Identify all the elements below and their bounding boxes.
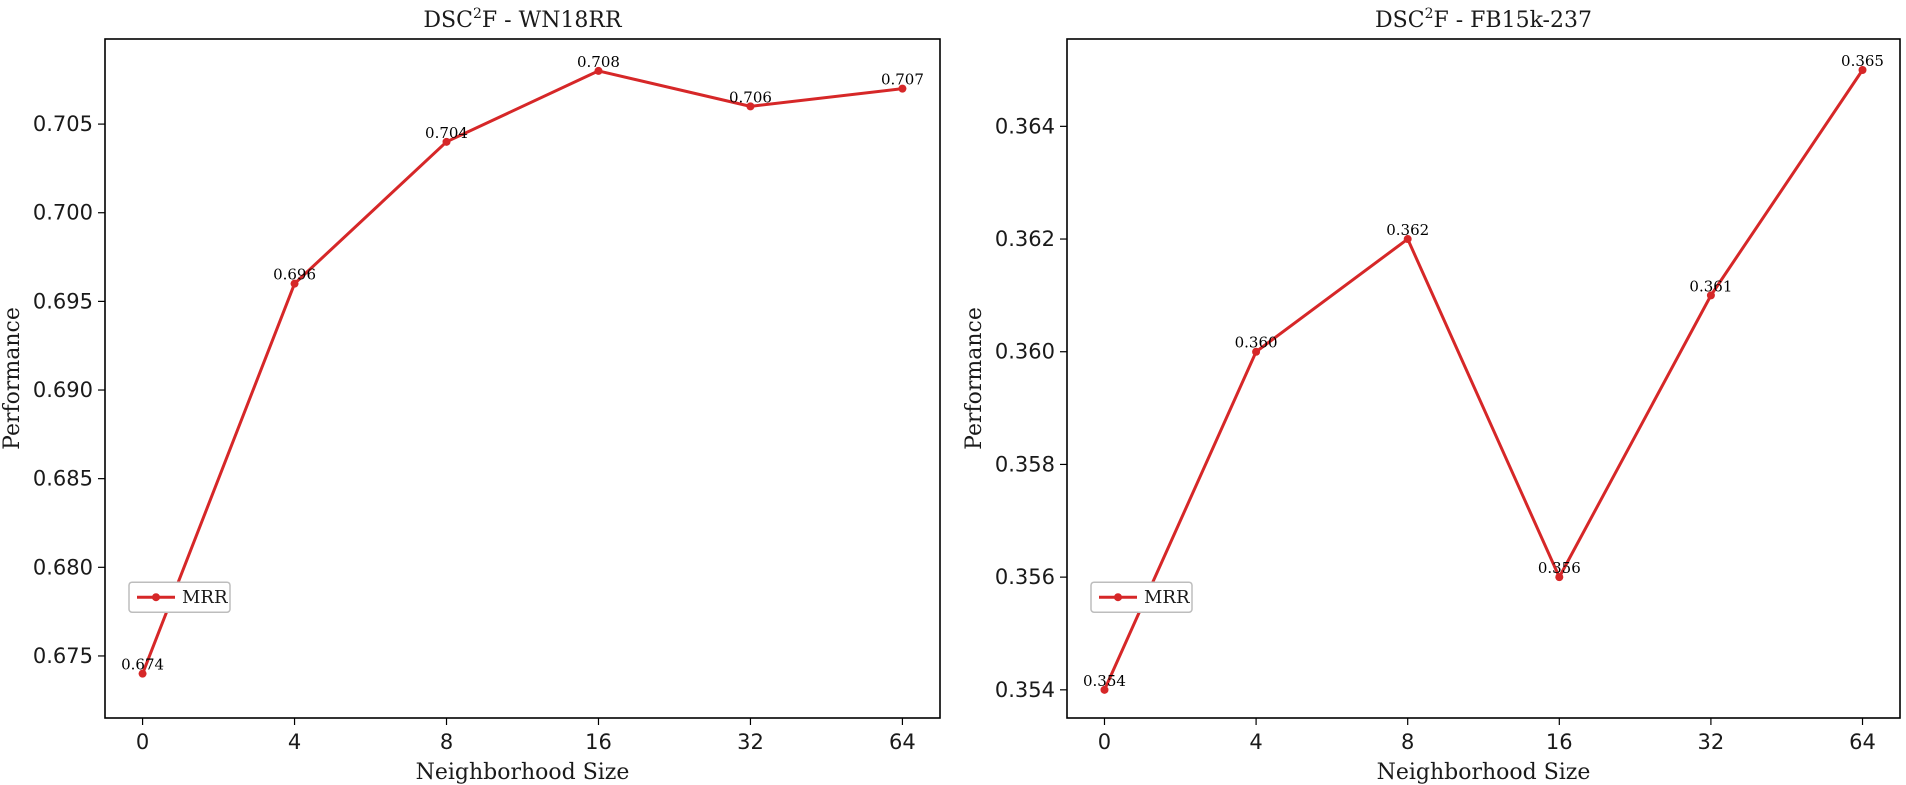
y-tick-label: 0.358 [995,452,1055,476]
x-tick-label: 32 [1698,730,1725,754]
data-point [1858,65,1867,74]
x-tick-label: 16 [1546,730,1573,754]
series-line-mrr [141,69,903,675]
data-label: 0.708 [577,53,620,71]
legend-box [128,581,231,613]
data-label: 0.356 [1538,559,1581,577]
data-label: 0.674 [121,656,164,674]
data-label: 0.360 [1235,334,1278,352]
chart-title-superscript: 2 [473,6,482,22]
data-label: 0.704 [425,124,468,142]
x-tick-label: 0 [1098,730,1111,754]
chart-title-suffix: F - FB15k-237 [1433,8,1591,33]
legend-entry-label: MRR [182,587,228,608]
y-tick-label: 0.690 [33,378,93,402]
y-axis-label: Performance [0,307,25,450]
legend: MRR [128,581,231,613]
data-point [1252,347,1261,356]
data-point [138,669,147,678]
data-point [1555,573,1564,582]
y-tick-label: 0.685 [33,467,93,491]
y-tick-label: 0.360 [995,340,1055,364]
chart-title-prefix: DSC [423,8,473,33]
data-label: 0.365 [1841,52,1884,70]
legend-box [1090,581,1193,613]
y-axis-label: Performance [962,307,987,450]
chart-title-superscript: 2 [1425,6,1434,22]
chart-title-wn18rr: DSC2F - WN18RR [423,6,623,33]
x-tick-label: 64 [1849,730,1876,754]
x-tick-label: 8 [440,730,453,754]
y-tick-label: 0.356 [995,565,1055,589]
data-label: 0.361 [1689,277,1732,295]
data-point [290,279,299,288]
data-point [746,102,755,111]
chart-title-suffix: F - WN18RR [482,8,623,33]
chart-panel-fb15k-237: DSC2F - FB15k-237 0 4 8 16 32 64 0.354 0.356 0.35… [962,6,1901,785]
y-tick-label: 0.705 [33,112,93,136]
chart-panel-wn18rr: DSC2F - WN18RR 0 4 8 16 32 64 0.675 0.680 0.685 0.… [0,6,941,785]
y-tick-label: 0.362 [995,227,1055,251]
y-tick-label: 0.700 [33,201,93,225]
plot-area-frame [1066,38,1901,719]
legend-entry-label: MRR [1144,587,1190,608]
data-point [594,66,603,75]
data-point [1706,291,1715,300]
legend: MRR [1090,581,1193,613]
x-axis-label: Neighborhood Size [416,760,630,785]
data-label: 0.354 [1083,672,1126,690]
y-tick-label: 0.680 [33,555,93,579]
y-tick-label: 0.675 [33,644,93,668]
y-tick-label: 0.695 [33,289,93,313]
data-point [1403,235,1412,244]
y-tick-label: 0.354 [995,678,1055,702]
data-label: 0.696 [273,266,316,284]
legend-marker [152,593,160,602]
x-axis-label: Neighborhood Size [1377,760,1591,785]
series-line-mrr [1103,69,1864,691]
data-point [1100,685,1109,694]
data-point [898,84,907,93]
legend-marker [1114,593,1122,602]
chart-title-prefix: DSC [1375,8,1425,33]
plot-area-frame [104,38,941,719]
data-label: 0.707 [881,71,924,89]
chart-title-fb15k-237: DSC2F - FB15k-237 [1375,6,1592,33]
x-tick-label: 32 [737,730,764,754]
data-point [442,137,451,146]
x-tick-label: 4 [1249,730,1262,754]
x-tick-label: 16 [585,730,612,754]
data-label: 0.706 [729,88,772,106]
x-tick-label: 64 [889,730,916,754]
x-tick-label: 8 [1401,730,1414,754]
y-tick-label: 0.364 [995,114,1055,138]
data-label: 0.362 [1386,221,1429,239]
x-tick-label: 0 [136,730,149,754]
x-tick-label: 4 [288,730,301,754]
